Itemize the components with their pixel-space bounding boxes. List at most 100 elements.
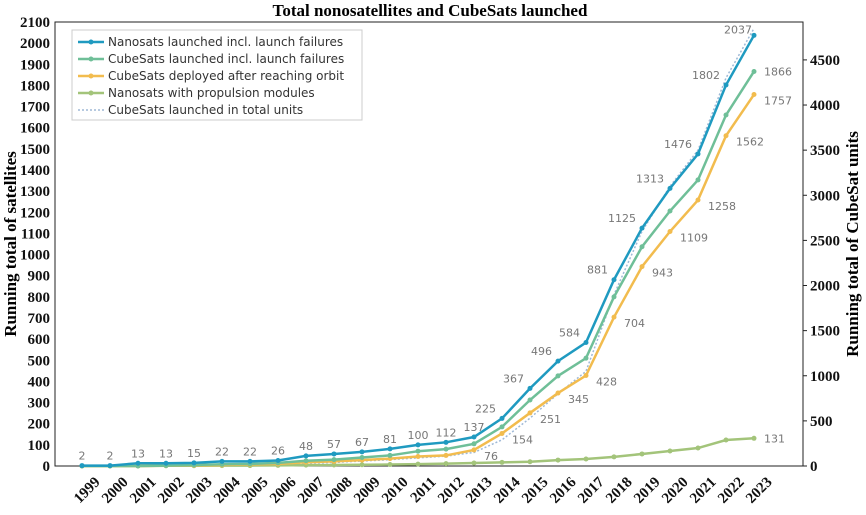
x-tick-label: 2014 [491,474,524,507]
y2-tick-label: 3000 [810,188,840,204]
data-point [219,458,225,464]
data-point [275,458,281,464]
data-point [163,460,169,466]
legend-entry: CubeSats deployed after reaching orbit [108,69,344,83]
data-point [695,177,701,183]
x-tick-label: 2002 [155,474,188,507]
y-tick-label: 1900 [20,57,50,73]
y2-tick-label: 4000 [810,98,840,114]
data-label: 15 [187,447,201,460]
data-point [471,460,477,466]
y-tick-label: 1200 [20,205,50,221]
y-tick-label: 2100 [20,15,50,31]
data-point [583,340,589,346]
data-label: 81 [383,433,397,446]
data-label: 496 [531,345,552,358]
y-tick-label: 0 [43,459,51,475]
data-point [751,68,757,74]
x-tick-label: 2010 [379,474,412,507]
data-point [415,442,421,448]
data-point [387,452,393,458]
data-point [751,92,757,98]
x-tick-label: 2020 [659,474,692,507]
y2-tick-label: 2500 [810,233,840,249]
data-point [751,435,757,441]
data-point [471,441,477,447]
y-tick-label: 1300 [20,184,50,200]
data-label: 1757 [764,95,792,108]
legend-entry: Nanosats with propulsion modules [108,86,315,100]
data-point [443,452,449,458]
data-point [667,185,673,191]
data-label: 1476 [664,138,692,151]
data-point [555,390,561,396]
series-line-2 [82,93,756,468]
y2-tick-label: 1000 [810,369,840,385]
data-point [723,133,729,139]
x-tick-label: 2001 [127,474,160,507]
y-tick-label: 1400 [20,163,50,179]
data-label: 22 [243,445,257,458]
data-point [695,151,701,157]
data-label: 225 [475,402,496,415]
legend-marker [88,90,94,96]
y-tick-label: 700 [28,311,51,327]
data-point [331,451,337,457]
data-label: 112 [436,426,457,439]
data-label: 1125 [608,212,636,225]
data-point [667,208,673,214]
legend-marker [88,56,94,62]
data-point [527,459,533,465]
data-point [583,373,589,379]
data-point [723,437,729,443]
data-point [527,385,533,391]
data-point [247,458,253,464]
data-point [359,455,365,461]
data-label: 1802 [692,69,720,82]
x-tick-label: 2007 [295,474,328,507]
y-tick-label: 1700 [20,100,50,116]
data-point [555,358,561,364]
data-point [639,451,645,457]
legend-marker [88,39,94,45]
data-label: 76 [484,450,498,463]
y2-axis-label: Running total of CubeSat units [843,131,862,357]
y2-tick-label: 1500 [810,324,840,340]
data-point [471,447,477,453]
data-point [471,434,477,440]
data-label: 428 [596,376,617,389]
data-point [387,462,393,468]
x-tick-label: 1999 [71,474,104,507]
data-point [751,32,757,38]
data-point [723,82,729,88]
data-point [639,225,645,231]
data-label: 584 [559,327,580,340]
data-label: 13 [159,447,173,460]
y-tick-label: 1500 [20,142,50,158]
data-point [191,460,197,466]
y2-tick-label: 4500 [810,53,840,69]
y-tick-label: 100 [28,438,51,454]
y2-tick-label: 2000 [810,279,840,295]
x-tick-label: 2017 [575,474,608,507]
data-point [359,449,365,455]
data-point [611,294,617,300]
data-label: 57 [327,438,341,451]
data-point [359,462,365,468]
x-tick-label: 2016 [547,474,580,507]
data-label: 1562 [736,136,764,149]
data-label: 2 [107,450,114,463]
x-tick-label: 2009 [351,474,384,507]
y-tick-label: 800 [28,290,51,306]
x-tick-label: 2011 [408,474,440,506]
x-tick-label: 2000 [99,474,132,507]
data-label: 251 [540,413,561,426]
data-label: 1866 [764,65,792,78]
data-point [443,439,449,445]
data-point [695,445,701,451]
data-label: 1109 [680,232,708,245]
plot-frame [54,21,804,467]
data-point [499,424,505,430]
y-axis-label: Running total of satellites [1,151,20,337]
y-tick-label: 900 [28,269,51,285]
